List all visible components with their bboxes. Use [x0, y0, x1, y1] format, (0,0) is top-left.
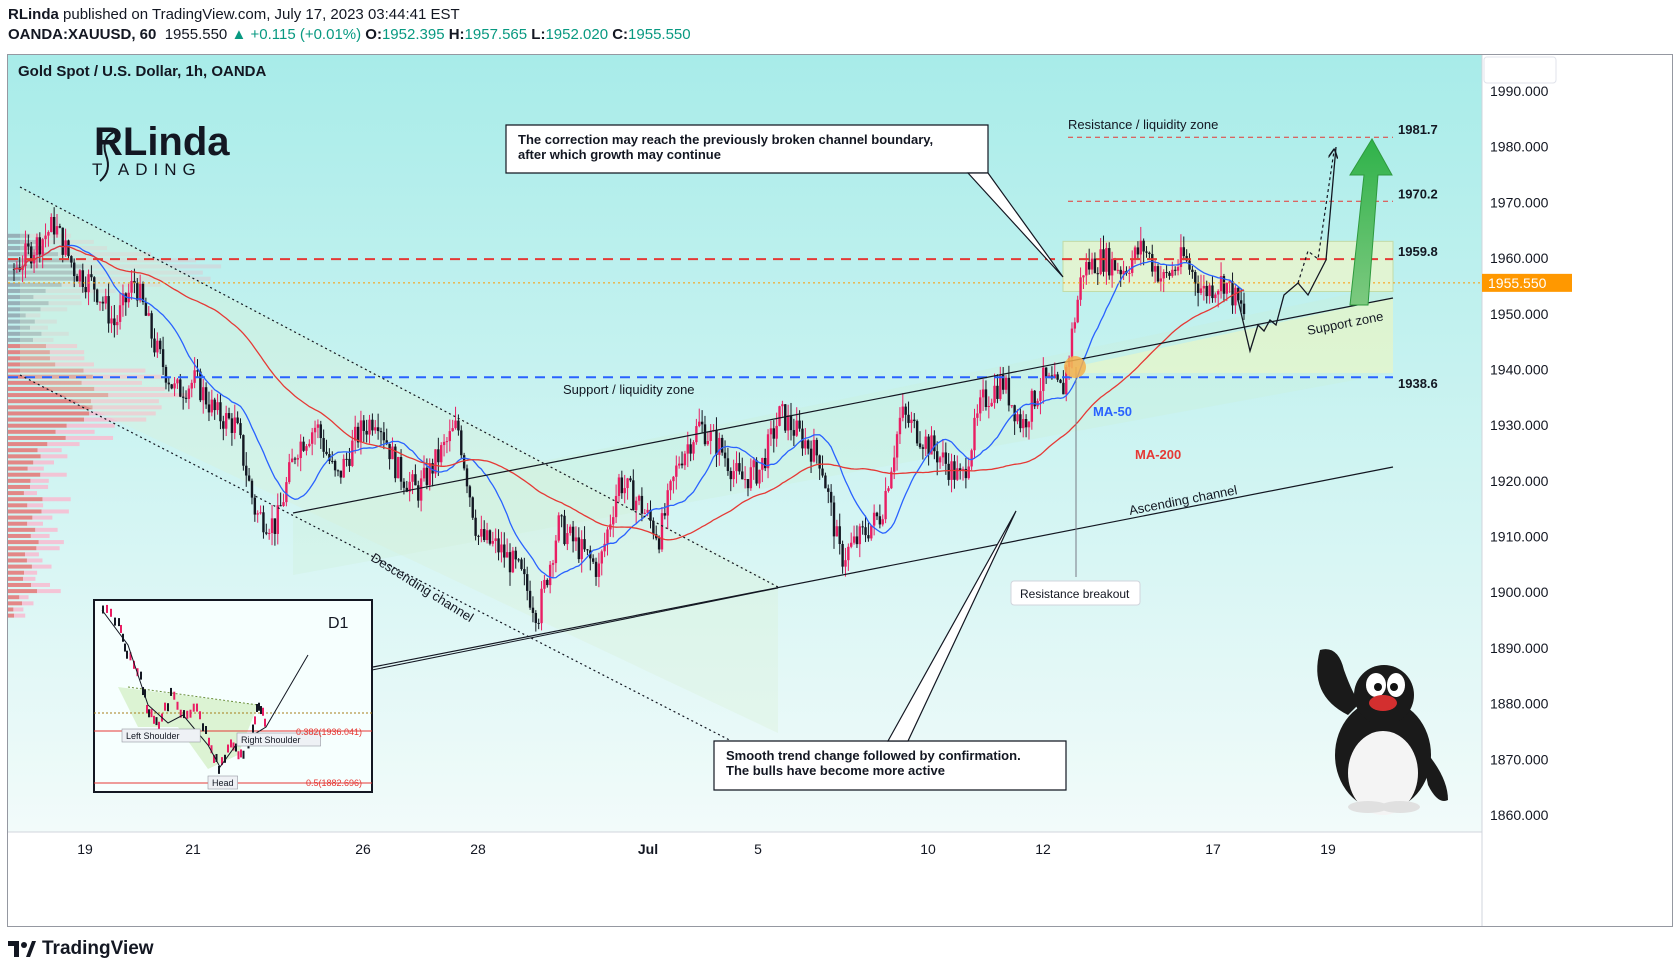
breakout-label: Resistance breakout: [1020, 587, 1130, 601]
x-tick-label: 5: [754, 841, 762, 857]
y-tick-label: 1980.000: [1490, 139, 1549, 155]
ma50-label: MA-50: [1093, 404, 1132, 419]
ascending-upper: [292, 297, 1394, 514]
level-label: 1959.8: [1398, 244, 1438, 259]
level-label: 1938.6: [1398, 376, 1438, 391]
left-shoulder-label-text: Left Shoulder: [126, 731, 180, 741]
breakout-box: [1010, 580, 1141, 606]
close-label: C:: [612, 26, 629, 43]
publish-info: RLinda published on TradingView.com, Jul…: [8, 6, 460, 23]
x-tick-label: 12: [1035, 841, 1051, 857]
resistance-zone-label: Resistance / liquidity zone: [1068, 117, 1218, 132]
axis-settings-box: [1483, 56, 1557, 84]
ma50-line: [13, 244, 1245, 579]
forecast-path: [1237, 146, 1337, 354]
x-tick-label: Jul: [638, 841, 658, 857]
x-tick-label: 19: [1320, 841, 1336, 857]
author-name[interactable]: RLinda: [8, 6, 59, 23]
price-chart[interactable]: 1981.7 1970.2 1959.8 1938.6 Resistance / liq…: [8, 55, 1673, 927]
right-shoulder-label-text: Right Shoulder: [241, 735, 301, 745]
low-value: 1952.020: [545, 26, 609, 43]
left-shoulder-label: [121, 728, 201, 743]
y-tick-label: 1880.000: [1490, 696, 1549, 712]
green-up-arrow: [1349, 138, 1393, 306]
chart-frame[interactable]: 1981.7 1970.2 1959.8 1938.6 Resistance / liq…: [7, 54, 1673, 927]
y-tick-label: 1970.000: [1490, 194, 1549, 210]
descending-lower: [19, 374, 779, 766]
moving-averages: [13, 244, 1245, 579]
last-price: 1955.550: [164, 26, 228, 43]
support-liq-label: Support / liquidity zone: [563, 382, 695, 397]
open-label: O:: [365, 26, 382, 43]
publish-date: published on TradingView.com, July 17, 2…: [63, 6, 460, 23]
d1-inset: D1 Left Shoulder Right Shoulder Head 0.382(1…: [93, 587, 779, 793]
last-price-label: 1955.550: [1488, 275, 1547, 291]
ohlc-legend: OANDA:XAUUSD, 60 1955.550 ▲ +0.115 (+0.0…: [8, 26, 691, 43]
x-tick-label: 21: [185, 841, 201, 857]
x-tick-label: 10: [920, 841, 936, 857]
y-tick-label: 1990.000: [1490, 83, 1549, 99]
chart-title: Gold Spot / U.S. Dollar, 1h, OANDA: [18, 63, 267, 80]
y-tick-label: 1900.000: [1490, 584, 1549, 600]
candles: [12, 207, 1246, 632]
svg-text:Smooth trend change followed b: Smooth trend change followed by confirma…: [726, 748, 1021, 763]
tradingview-brand[interactable]: TradingView: [8, 938, 154, 960]
y-tick-label: 1920.000: [1490, 473, 1549, 489]
volume-profile: [8, 233, 222, 618]
x-tick-label: 28: [470, 841, 486, 857]
x-tick-label: 26: [355, 841, 371, 857]
high-label: H:: [448, 26, 465, 43]
ma200-line: [13, 245, 1245, 541]
right-shoulder-label: [236, 732, 321, 747]
close-value: 1955.550: [628, 26, 691, 43]
neckline: [127, 686, 259, 706]
level-label: 1981.7: [1398, 122, 1438, 137]
level-label: 1970.2: [1398, 186, 1438, 201]
tradingview-icon: [8, 941, 36, 957]
x-tick-label: 19: [77, 841, 93, 857]
y-tick-label: 1950.000: [1490, 306, 1549, 322]
y-tick-label: 1910.000: [1490, 529, 1549, 545]
tradingview-label: TradingView: [42, 938, 154, 959]
bottom-callout: Smooth trend change followed by confirma…: [713, 510, 1067, 791]
time-axis[interactable]: 19 21 26 28 Jul 5 10 12 17 19: [77, 841, 1336, 857]
y-tick-label: 1940.000: [1490, 361, 1549, 377]
high-value: 1957.565: [464, 26, 528, 43]
price-change: +0.115 (+0.01%): [250, 26, 362, 43]
head-label-text: Head: [212, 778, 234, 788]
logo-text: RLinda: [94, 120, 230, 164]
y-tick-label: 1930.000: [1490, 417, 1549, 433]
head-label: [207, 775, 238, 790]
y-tick-label: 1960.000: [1490, 250, 1549, 266]
penguin-mascot: [1317, 649, 1448, 815]
inset-title: D1: [328, 615, 349, 632]
x-tick-label: 17: [1205, 841, 1221, 857]
breakout-marker: [1064, 356, 1086, 378]
last-price-tag: [1482, 273, 1572, 292]
fib-50-label: 0.5(1882.696): [306, 778, 362, 788]
top-callout: The correction may reach the previously …: [505, 124, 1064, 278]
y-tick-label: 1860.000: [1490, 807, 1549, 823]
fib-382-label: 0.382(1936.041): [296, 727, 362, 737]
symbol-label[interactable]: OANDA:XAUUSD, 60: [8, 26, 157, 43]
open-value: 1952.395: [381, 26, 445, 43]
support-zone-fill: [1073, 298, 1393, 373]
svg-text:The bulls have become more act: The bulls have become more active: [726, 763, 945, 778]
svg-text:The correction may reach the p: The correction may reach the previously …: [518, 132, 933, 147]
ascending-lower: [372, 466, 1394, 668]
y-tick-label: 1890.000: [1490, 640, 1549, 656]
y-tick-label: 1870.000: [1490, 751, 1549, 767]
ma200-label: MA-200: [1135, 447, 1181, 462]
low-label: L:: [531, 26, 546, 43]
logo-subtext: T ADING: [92, 160, 202, 179]
up-arrow-icon: ▲: [231, 26, 247, 43]
svg-text:after which growth may continu: after which growth may continue: [518, 147, 721, 162]
price-axis[interactable]: 1990.000 1980.000 1970.000 1960.000 1950.000…: [1482, 56, 1572, 823]
